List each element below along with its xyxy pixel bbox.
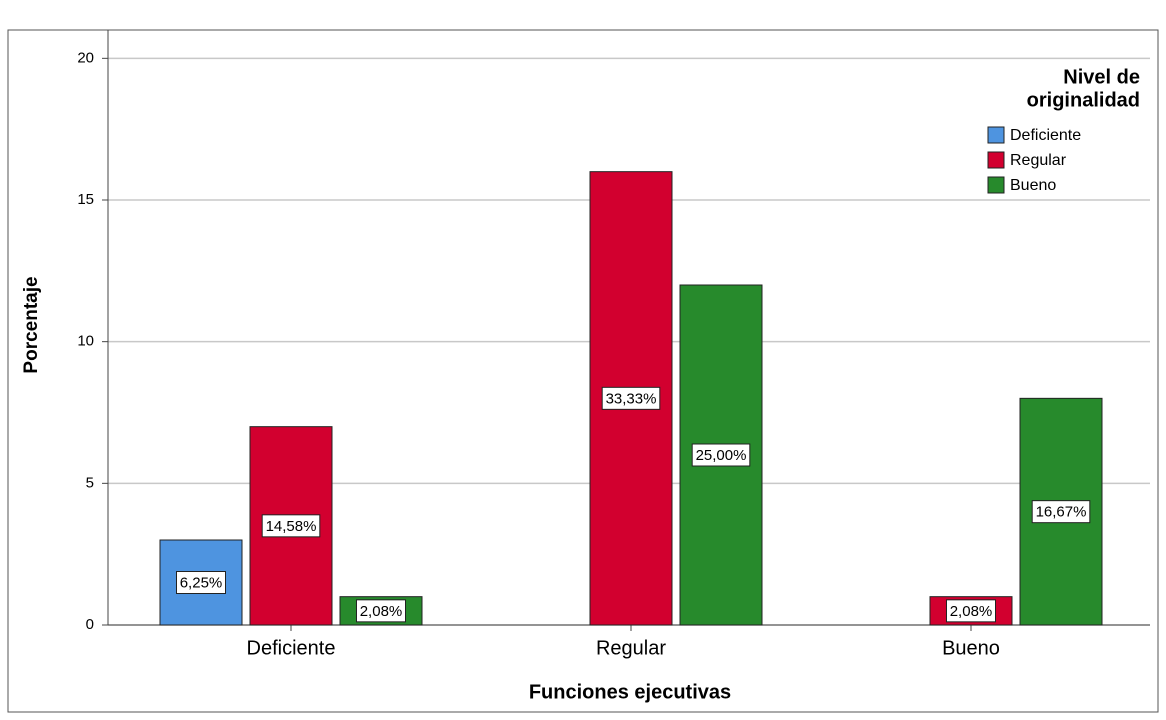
x-tick-label: Regular xyxy=(596,637,666,659)
y-tick-label: 10 xyxy=(77,333,94,350)
y-tick-label: 20 xyxy=(77,49,94,66)
data-label: 14,58% xyxy=(266,518,317,535)
data-label: 16,67% xyxy=(1036,504,1087,521)
data-label-box xyxy=(946,599,996,623)
legend-label: Regular xyxy=(1010,152,1067,169)
legend-title: Nivel de xyxy=(1063,66,1140,88)
x-axis-label: Funciones ejecutivas xyxy=(529,681,731,703)
legend-swatch xyxy=(987,176,1005,194)
y-tick-label: 5 xyxy=(86,474,94,491)
data-label-box xyxy=(1031,500,1091,524)
data-label: 2,08% xyxy=(360,603,403,620)
data-label-box xyxy=(356,599,406,623)
data-label-box xyxy=(176,571,226,594)
legend-swatch xyxy=(987,126,1005,144)
y-axis-label: Porcentaje xyxy=(21,276,42,373)
y-tick-label: 0 xyxy=(86,616,94,633)
data-label-box xyxy=(261,514,321,538)
legend-swatch xyxy=(987,151,1005,169)
data-label: 6,25% xyxy=(180,574,223,591)
data-label: 2,08% xyxy=(950,603,993,620)
data-label-box xyxy=(691,443,751,467)
x-tick-label: Deficiente xyxy=(247,637,336,659)
data-label: 25,00% xyxy=(696,447,747,464)
legend-title: originalidad xyxy=(1027,89,1140,111)
legend-label: Deficiente xyxy=(1010,127,1081,144)
data-label-box xyxy=(601,386,661,410)
legend-label: Bueno xyxy=(1010,177,1056,194)
data-label: 33,33% xyxy=(606,390,657,407)
y-tick-label: 15 xyxy=(77,191,94,208)
x-tick-label: Bueno xyxy=(942,637,1000,659)
